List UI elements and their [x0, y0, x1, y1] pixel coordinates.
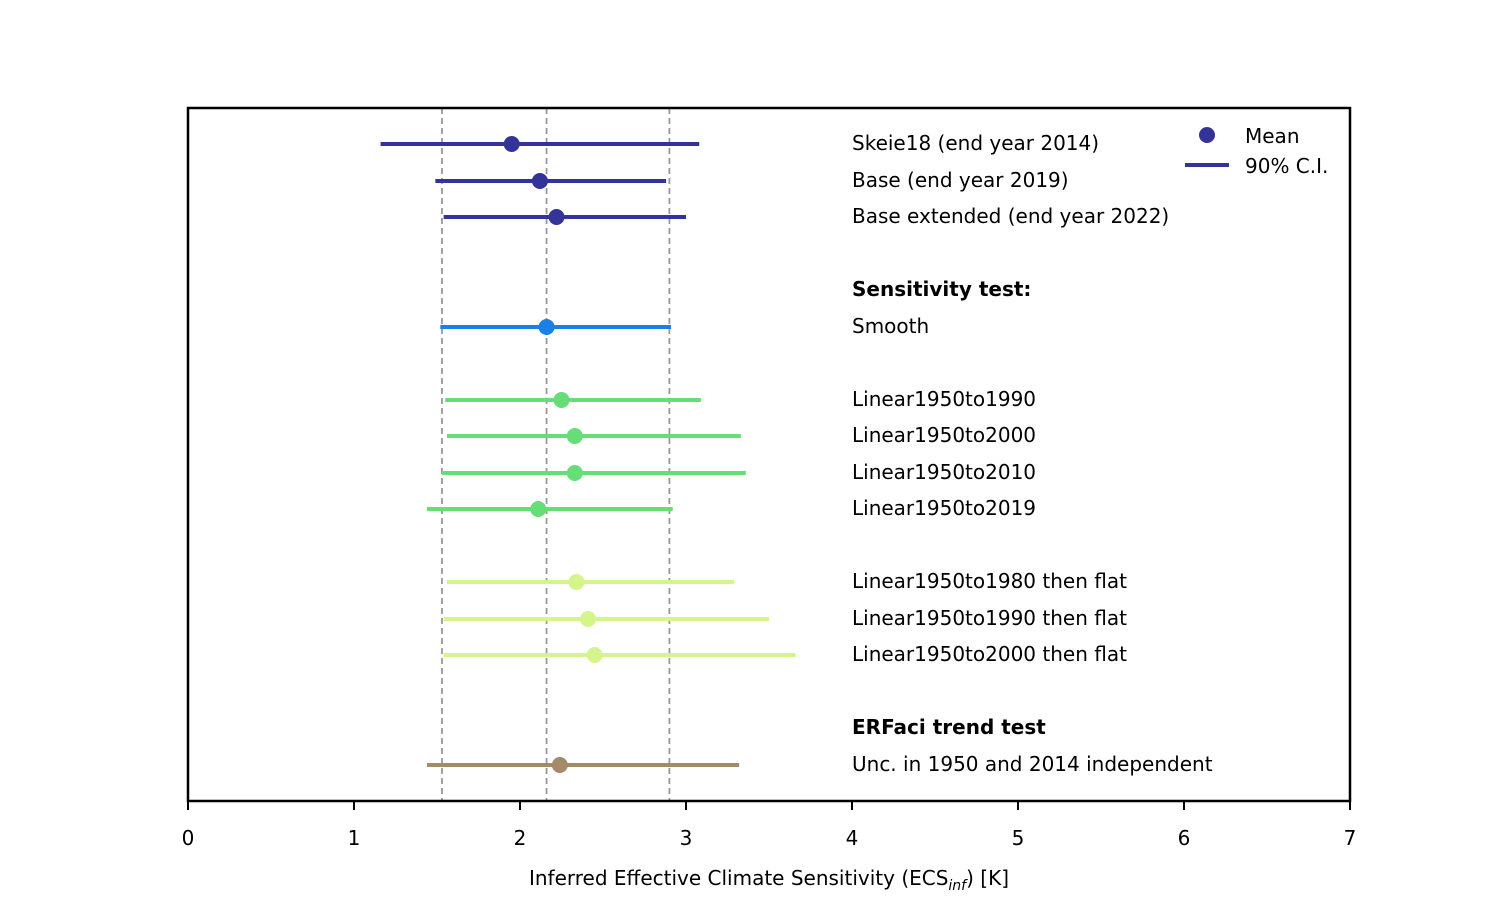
x-axis-label: Inferred Effective Climate Sensitivity (… — [529, 866, 1009, 894]
mean-markers — [503, 136, 603, 773]
legend-mean-marker — [1199, 127, 1215, 143]
section-header: ERFaci trend test — [852, 715, 1046, 739]
x-axis-label-subscript: inf — [948, 878, 968, 894]
row-label: Unc. in 1950 and 2014 independent — [852, 752, 1213, 776]
row-label: Linear1950to2000 — [852, 423, 1036, 447]
mean-point — [538, 319, 555, 335]
plot-frame — [186, 106, 1352, 803]
row-labels: Skeie18 (end year 2014) Base (end year 20… — [852, 131, 1213, 776]
legend-mean-label: Mean — [1245, 124, 1300, 148]
x-tick-label: 0 — [182, 826, 195, 850]
mean-point — [531, 173, 548, 189]
reference-lines — [441, 108, 671, 801]
mean-point — [568, 574, 585, 590]
legend-ci-label: 90% C.I. — [1245, 154, 1328, 178]
row-label: Linear1950to2019 — [852, 496, 1036, 520]
mean-point — [551, 757, 568, 773]
row-label: Linear1950to1990 then flat — [852, 606, 1127, 630]
row-label: Smooth — [852, 314, 929, 338]
legend: Mean 90% C.I. — [1185, 124, 1328, 178]
x-axis-label-tail: ) [K] — [966, 866, 1009, 890]
row-label: Linear1950to1990 — [852, 387, 1036, 411]
x-tick-label: 3 — [680, 826, 693, 850]
confidence-intervals — [380, 142, 796, 767]
mean-point — [580, 611, 597, 627]
row-label: Linear1950to2010 — [852, 460, 1036, 484]
row-label: Base extended (end year 2022) — [852, 204, 1169, 228]
x-tick-label: 1 — [348, 826, 361, 850]
x-tick-label: 2 — [514, 826, 527, 850]
row-label: Base (end year 2019) — [852, 168, 1069, 192]
row-label: Skeie18 (end year 2014) — [852, 131, 1099, 155]
section-header: Sensitivity test: — [852, 277, 1031, 301]
mean-point — [530, 501, 547, 517]
mean-point — [566, 428, 583, 444]
row-label: Linear1950to2000 then flat — [852, 642, 1127, 666]
mean-point — [548, 209, 565, 225]
x-axis-ticks: 0 1 2 3 4 5 6 7 — [182, 801, 1357, 850]
mean-point — [586, 647, 603, 663]
x-tick-label: 4 — [846, 826, 859, 850]
x-tick-label: 6 — [1178, 826, 1191, 850]
row-label: Linear1950to1980 then flat — [852, 569, 1127, 593]
x-axis-label-main: Inferred Effective Climate Sensitivity (… — [529, 866, 948, 890]
mean-point — [503, 136, 520, 152]
x-tick-label: 5 — [1012, 826, 1025, 850]
mean-point — [553, 392, 570, 408]
x-tick-label: 7 — [1344, 826, 1357, 850]
mean-point — [566, 465, 583, 481]
